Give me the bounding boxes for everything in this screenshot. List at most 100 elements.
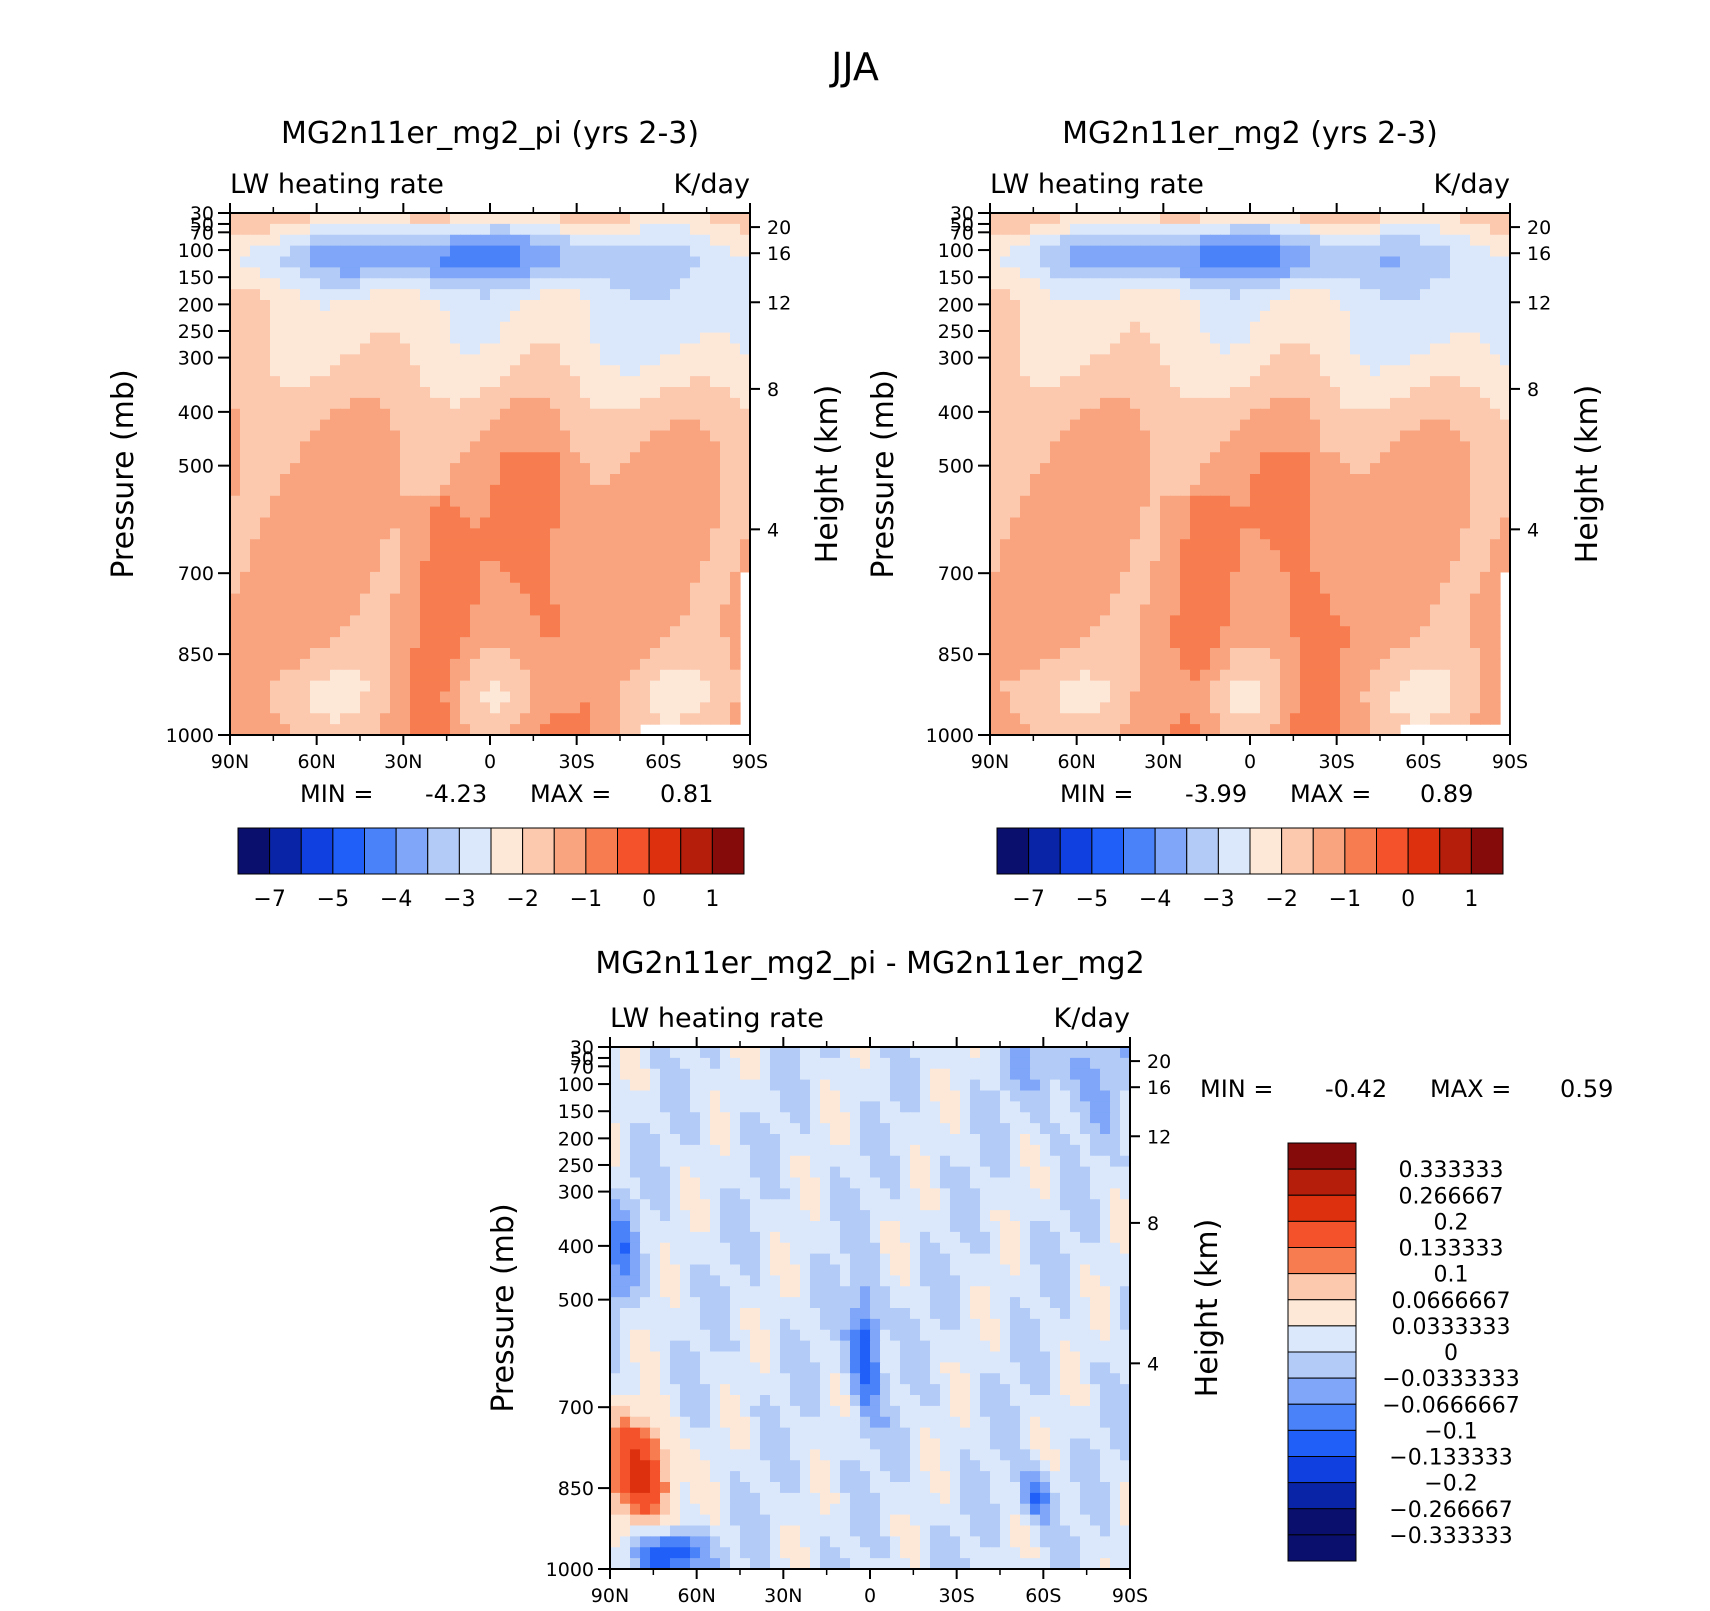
contour-cell [410,713,421,725]
contour-cell [1110,441,1121,453]
contour-cell [1340,604,1351,616]
contour-cell [1120,691,1131,703]
contour-cell [660,463,671,475]
contour-cell [1130,637,1141,649]
contour-cell [1070,637,1081,649]
contour-cell [1310,256,1321,268]
contour-cell [1340,365,1351,377]
contour-cell [1390,506,1401,519]
contour-cell [490,419,501,432]
contour-cell [1400,213,1411,225]
contour-cell [290,615,301,627]
contour-cell [290,365,301,377]
contour-cell [1100,517,1111,529]
contour-cell [280,441,291,453]
contour-cell [990,495,1001,508]
contour-cell [340,354,351,366]
contour-cell [1020,713,1031,725]
contour-cell [260,506,271,519]
contour-cell [510,539,521,551]
contour-cell [1490,354,1501,366]
contour-cell [430,441,441,453]
contour-cell [1250,300,1261,312]
contour-cell [700,528,711,540]
contour-cell [1120,289,1131,301]
contour-cell [510,702,521,714]
contour-cell [1190,702,1201,714]
contour-cell [730,582,741,595]
contour-cell [360,234,371,247]
contour-cell [1470,321,1481,334]
contour-cell [1430,267,1441,279]
contour-cell [560,354,571,366]
contour-cell [300,528,311,540]
contour-cell [690,321,701,334]
contour-cell [1470,495,1481,508]
contour-cell [680,484,691,497]
contour-cell [1120,365,1131,377]
contour-cell [1080,300,1091,312]
contour-cell [1190,223,1201,236]
contour-cell [1250,561,1261,573]
contour-cell [1480,702,1491,714]
contour-cell [1130,365,1141,377]
contour-cell [410,517,421,529]
contour-cell [1380,495,1391,508]
contour-cell [1000,430,1011,442]
contour-cell [1190,365,1201,377]
contour-cell [460,310,471,323]
contour-cell [400,484,411,497]
y-tick-label: 300 [178,348,214,370]
contour-cell [1250,310,1261,323]
contour-cell [680,245,691,258]
contour-cell [240,419,251,432]
contour-cell [1410,408,1421,421]
contour-cell [230,539,241,551]
contour-cell [400,332,411,345]
contour-cell [1480,213,1491,225]
y-tick-label: 100 [178,240,214,262]
contour-cell [340,615,351,627]
contour-cell [450,256,461,268]
contour-cell [1360,615,1371,627]
contour-cell [240,702,251,714]
contour-cell [360,430,371,442]
contour-cell [700,419,711,432]
contour-cell [630,441,641,453]
contour-cell [1390,289,1401,301]
contour-cell [260,691,271,703]
contour-cell [1170,354,1181,366]
contour-cell [420,539,431,551]
contour-cell [420,419,431,432]
contour-cell [690,680,701,693]
contour-cell [1470,637,1481,649]
contour-cell [1060,234,1071,247]
contour-cell [690,332,701,345]
contour-cell [1130,539,1141,551]
contour-cell [740,408,751,421]
contour-cell [1020,615,1031,627]
contour-cell [590,332,601,345]
contour-cell [280,343,291,355]
contour-cell [230,615,241,627]
contour-cell [1250,615,1261,627]
contour-cell [530,256,541,268]
contour-cell [380,593,391,606]
colorbar-swatch [237,827,271,875]
contour-cell [620,528,631,540]
contour-cell [520,387,531,399]
contour-cell [1140,539,1151,551]
contour-cell [1410,452,1421,464]
contour-cell [630,658,641,671]
contour-cell [1130,332,1141,345]
contour-cell [620,256,631,268]
contour-cell [1110,702,1121,714]
contour-cell [1470,289,1481,301]
contour-cell [1250,256,1261,268]
contour-cell [1360,474,1371,486]
contour-cell [1460,539,1471,551]
contour-cell [1270,300,1281,312]
contour-cell [1130,474,1141,486]
contour-cell [470,354,481,366]
contour-cell [230,387,241,399]
